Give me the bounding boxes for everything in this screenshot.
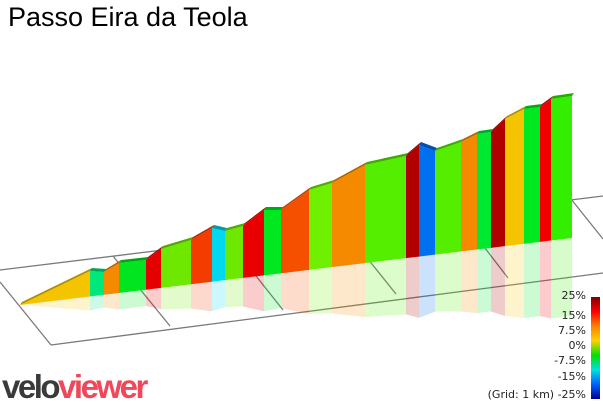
legend-label-0: 0% xyxy=(568,339,586,352)
segment-top-edge xyxy=(104,260,121,272)
segment-reflection xyxy=(161,284,191,310)
segment-reflection xyxy=(406,256,419,318)
segment-top-edge xyxy=(191,225,214,240)
segment-reflection xyxy=(225,277,243,308)
segment-reflection xyxy=(505,243,524,318)
segment-top-edge xyxy=(477,129,493,134)
legend-label-7-5: 7.5% xyxy=(558,324,586,337)
profile-segment xyxy=(524,107,540,244)
segment-reflection xyxy=(264,273,281,312)
grid-cross-line xyxy=(570,198,603,240)
segment-reflection xyxy=(491,246,505,317)
profile-segment xyxy=(104,263,119,295)
segment-top-edge xyxy=(435,139,463,151)
segment-reflection xyxy=(309,267,332,314)
segment-top-edge xyxy=(20,268,92,305)
profile-segment xyxy=(491,119,505,248)
legend-label-15: 15% xyxy=(561,309,586,322)
logo-viewer: viewer xyxy=(58,368,148,405)
segment-top-edge xyxy=(332,162,367,183)
segment-top-edge xyxy=(540,96,553,107)
legend-label-25: 25% xyxy=(561,289,586,302)
segment-reflection xyxy=(20,296,90,311)
segment-reflection xyxy=(540,240,551,319)
profile-top-edge xyxy=(20,93,574,305)
segment-top-edge xyxy=(461,131,479,142)
chart-title: Passo Eira da Teola xyxy=(8,2,248,32)
profile-reflection xyxy=(20,238,572,319)
profile-segment xyxy=(146,249,161,290)
profile-segment xyxy=(212,228,225,282)
profile-segments xyxy=(20,96,572,305)
profile-segment xyxy=(264,210,281,276)
segment-reflection xyxy=(90,294,104,311)
segment-top-edge xyxy=(419,142,437,151)
segment-top-edge xyxy=(491,116,507,132)
legend-label-neg-15: -15% xyxy=(557,370,586,383)
profile-segment xyxy=(551,96,572,241)
profile-segment xyxy=(477,132,491,250)
segment-top-edge xyxy=(225,223,245,231)
segment-top-edge xyxy=(146,246,163,260)
segment-top-edge xyxy=(264,207,283,210)
profile-segment xyxy=(243,210,264,278)
segment-reflection xyxy=(146,287,161,310)
profile-segment xyxy=(90,271,104,297)
profile-segment xyxy=(191,228,212,285)
segment-reflection xyxy=(281,269,309,314)
profile-segment xyxy=(419,145,435,257)
segment-reflection xyxy=(461,249,477,314)
segment-top-edge xyxy=(90,268,106,272)
segment-reflection xyxy=(104,292,119,310)
segment-top-edge xyxy=(212,225,227,231)
profile-segment xyxy=(281,190,309,274)
segment-reflection xyxy=(477,247,491,314)
segment-reflection xyxy=(212,280,225,312)
profile-segment xyxy=(225,226,243,281)
segment-top-edge xyxy=(505,106,526,119)
logo-velo: velo xyxy=(2,368,61,405)
segment-reflection xyxy=(419,254,435,318)
segment-reflection xyxy=(551,238,572,319)
segment-top-edge xyxy=(551,93,574,99)
profile-segment xyxy=(435,142,461,255)
profile-segment xyxy=(461,134,477,252)
segment-top-edge xyxy=(161,237,193,249)
profile-segment xyxy=(365,156,406,264)
grid-cross-line xyxy=(0,281,52,346)
segment-top-edge xyxy=(524,104,542,109)
segment-reflection xyxy=(435,251,461,312)
segment-top-edge xyxy=(365,153,408,165)
segment-top-edge xyxy=(281,187,311,210)
profile-segment xyxy=(332,165,365,268)
profile-segment xyxy=(406,145,419,259)
segment-top-edge xyxy=(406,142,421,156)
profile-segment xyxy=(540,99,551,242)
profile-segment xyxy=(309,183,332,270)
profile-segment xyxy=(161,240,191,288)
segment-reflection xyxy=(243,275,264,312)
veloviewer-logo[interactable]: veloviewer xyxy=(2,367,148,407)
segment-top-edge xyxy=(309,180,334,190)
segment-reflection xyxy=(119,289,146,310)
profile-segment xyxy=(505,109,524,247)
legend-label-neg-7-5: -7.5% xyxy=(554,354,586,367)
profile-segment xyxy=(119,260,146,293)
segment-top-edge xyxy=(243,207,266,226)
segment-reflection xyxy=(365,258,406,318)
gradient-color-scale xyxy=(591,297,600,399)
legend-label-grid-neg-25: (Grid: 1 km) -25% xyxy=(487,388,586,401)
segment-reflection xyxy=(524,241,540,318)
segment-reflection xyxy=(191,281,212,312)
grid-front-line xyxy=(50,272,603,346)
segment-reflection xyxy=(332,263,365,318)
segment-top-edge xyxy=(119,257,148,263)
